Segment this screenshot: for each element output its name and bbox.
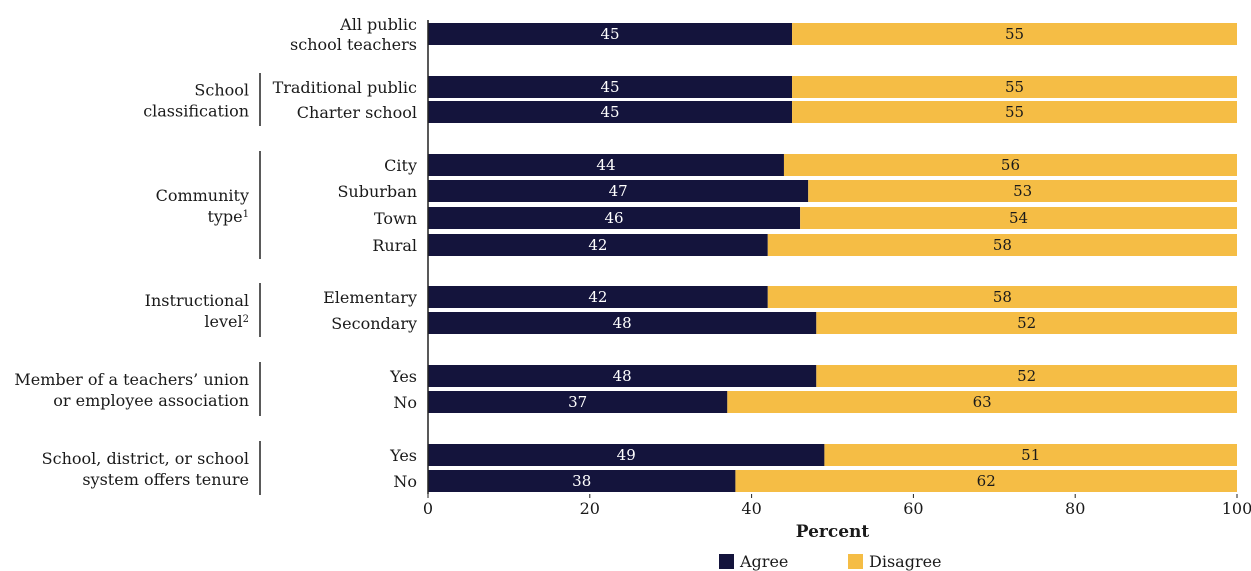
group-label: Member of a teachers’ union — [14, 370, 249, 389]
category-label: Traditional public — [273, 78, 417, 97]
data-label-agree: 47 — [609, 182, 628, 200]
data-label-disagree: 63 — [973, 393, 992, 411]
category-label: Yes — [389, 367, 417, 386]
group-label: School — [194, 81, 249, 100]
group-label: Community — [156, 186, 249, 205]
data-label-agree: 44 — [596, 156, 615, 174]
bar-disagree — [808, 180, 1237, 202]
bar-disagree — [727, 391, 1237, 413]
category-label: Charter school — [297, 103, 417, 122]
category-label: Suburban — [337, 182, 417, 201]
bar-disagree — [767, 234, 1237, 256]
bar-agree — [428, 444, 825, 466]
data-label-agree: 45 — [600, 103, 619, 121]
group-label: type1 — [207, 207, 249, 226]
bar-agree — [428, 365, 817, 387]
data-label-disagree: 56 — [1001, 156, 1020, 174]
category-label: City — [384, 156, 417, 175]
category-label: Elementary — [323, 288, 417, 307]
x-tick-label: 20 — [580, 499, 600, 518]
data-label-disagree: 55 — [1005, 103, 1024, 121]
data-label-agree: 42 — [588, 236, 607, 254]
category-label: No — [393, 472, 417, 491]
bar-disagree — [816, 365, 1237, 387]
data-label-disagree: 52 — [1017, 314, 1036, 332]
group-label: or employee association — [53, 391, 249, 410]
data-label-disagree: 58 — [993, 288, 1012, 306]
data-label-disagree: 53 — [1013, 182, 1032, 200]
legend-swatch-disagree — [848, 554, 863, 569]
category-label: Yes — [389, 446, 417, 465]
x-tick-label: 40 — [741, 499, 761, 518]
bar-disagree — [783, 154, 1237, 176]
bar-disagree — [800, 207, 1237, 229]
bar-agree — [428, 234, 768, 256]
data-label-disagree: 62 — [977, 472, 996, 490]
bar-agree — [428, 76, 793, 98]
data-label-agree: 48 — [613, 314, 632, 332]
category-label: All public — [339, 15, 417, 34]
x-tick-label: 80 — [1065, 499, 1085, 518]
category-label: Secondary — [331, 314, 417, 333]
footnote-marker: 1 — [243, 209, 249, 220]
data-label-agree: 48 — [613, 367, 632, 385]
data-label-disagree: 52 — [1017, 367, 1036, 385]
data-label-disagree: 55 — [1005, 25, 1024, 43]
bar-disagree — [816, 312, 1237, 334]
legend-label-disagree: Disagree — [869, 552, 942, 571]
data-label-agree: 38 — [572, 472, 591, 490]
data-label-disagree: 54 — [1009, 209, 1028, 227]
group-label: system offers tenure — [82, 470, 249, 489]
legend-swatch-agree — [719, 554, 734, 569]
bar-agree — [428, 23, 793, 45]
bar-disagree — [767, 286, 1237, 308]
category-label: Rural — [372, 236, 417, 255]
data-label-agree: 37 — [568, 393, 587, 411]
bar-disagree — [792, 76, 1237, 98]
bar-agree — [428, 470, 736, 492]
bar-agree — [428, 207, 801, 229]
data-label-agree: 42 — [588, 288, 607, 306]
bar-agree — [428, 180, 809, 202]
footnote-marker: 2 — [243, 314, 249, 325]
data-label-disagree: 51 — [1021, 446, 1040, 464]
bar-agree — [428, 154, 784, 176]
data-label-agree: 49 — [617, 446, 636, 464]
category-label: school teachers — [290, 35, 417, 54]
group-label: level2 — [204, 312, 249, 331]
data-label-agree: 45 — [600, 78, 619, 96]
data-label-agree: 46 — [605, 209, 624, 227]
x-tick-label: 0 — [423, 499, 433, 518]
data-label-agree: 45 — [600, 25, 619, 43]
bar-agree — [428, 391, 728, 413]
group-label: classification — [143, 102, 249, 121]
bar-disagree — [735, 470, 1237, 492]
x-tick-label: 60 — [903, 499, 923, 518]
bar-disagree — [792, 23, 1237, 45]
x-axis-label: Percent — [796, 522, 870, 542]
data-label-disagree: 55 — [1005, 78, 1024, 96]
category-label: Town — [374, 209, 417, 228]
group-label: Instructional — [145, 291, 249, 310]
x-tick-label: 100 — [1222, 499, 1251, 518]
data-label-disagree: 58 — [993, 236, 1012, 254]
bar-agree — [428, 286, 768, 308]
legend-label-agree: Agree — [739, 552, 788, 571]
bar-disagree — [824, 444, 1237, 466]
category-label: No — [393, 393, 417, 412]
bar-agree — [428, 101, 793, 123]
bar-disagree — [792, 101, 1237, 123]
bar-agree — [428, 312, 817, 334]
group-label: School, district, or school — [42, 449, 249, 468]
